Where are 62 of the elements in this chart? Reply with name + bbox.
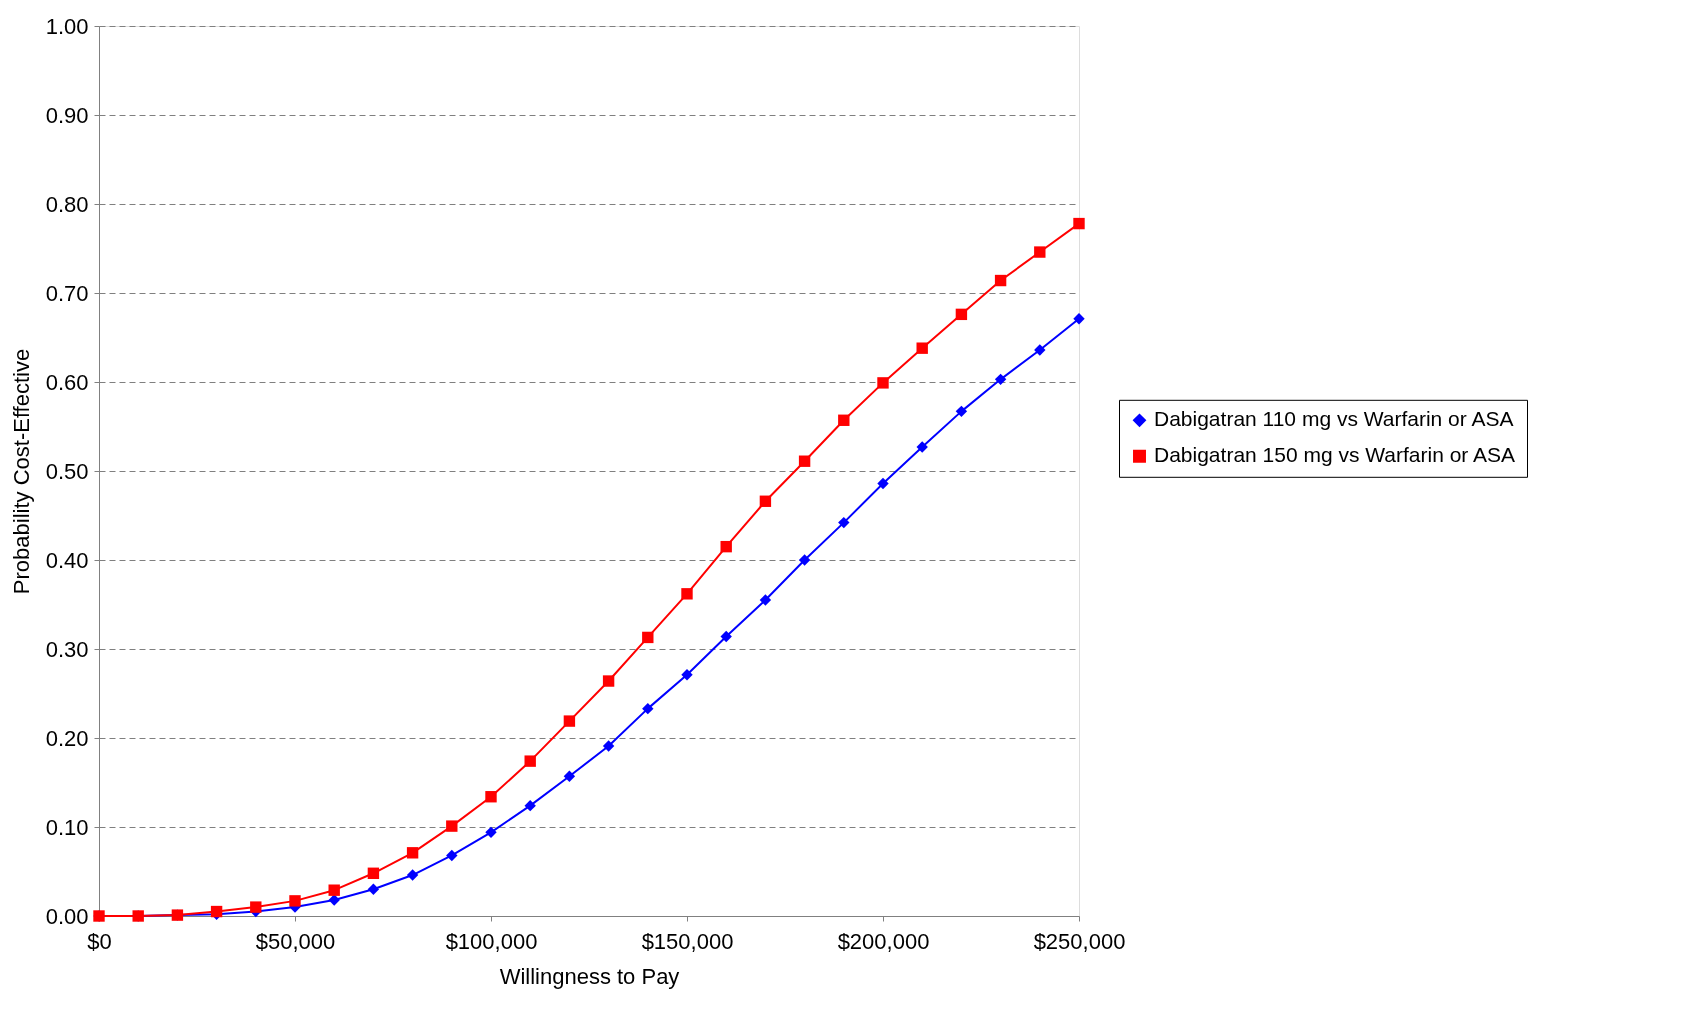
point xyxy=(798,455,811,467)
point xyxy=(1034,344,1046,356)
point xyxy=(524,755,536,767)
y-tick-label: 0.30 xyxy=(45,636,89,662)
y-axis-title: Probability Cost-Effective xyxy=(8,348,34,595)
point xyxy=(720,630,732,643)
point xyxy=(446,849,458,862)
point xyxy=(916,342,928,354)
y-tick-label: 0.20 xyxy=(45,725,89,751)
point xyxy=(681,669,693,681)
point xyxy=(916,441,928,453)
point xyxy=(406,869,419,881)
point xyxy=(524,799,536,812)
point xyxy=(642,631,654,644)
point xyxy=(955,405,968,418)
y-tick-label: 0.90 xyxy=(45,102,89,128)
point xyxy=(877,377,889,389)
point xyxy=(994,373,1007,386)
point xyxy=(720,540,732,553)
legend-label: Dabigatran 110 mg vs Warfarin or ASA xyxy=(1154,407,1514,431)
point xyxy=(955,308,968,321)
point xyxy=(602,740,615,752)
point xyxy=(485,791,497,803)
point xyxy=(602,675,615,687)
y-tick-label: 0.80 xyxy=(45,191,89,217)
y-tick-label: 1.00 xyxy=(45,13,89,39)
point xyxy=(289,895,301,907)
x-tick-label: $100,000 xyxy=(445,928,538,954)
point xyxy=(328,884,340,896)
point xyxy=(798,554,811,566)
point xyxy=(838,516,850,529)
x-tick-label: $0 xyxy=(87,928,112,954)
point xyxy=(759,594,772,606)
point xyxy=(563,715,576,727)
point xyxy=(642,702,654,715)
point xyxy=(1073,313,1085,325)
point xyxy=(994,274,1007,287)
point xyxy=(406,847,419,859)
point xyxy=(1073,217,1085,230)
point xyxy=(250,901,262,913)
y-tick-label: 0.40 xyxy=(45,547,89,573)
point xyxy=(838,414,850,426)
point xyxy=(877,477,889,490)
x-tick-label: $150,000 xyxy=(641,928,734,954)
point xyxy=(367,867,380,879)
point xyxy=(446,820,458,832)
point xyxy=(681,588,693,600)
y-tick-label: 0.10 xyxy=(45,814,89,840)
y-tick-label: 0.70 xyxy=(45,280,89,306)
point xyxy=(563,770,576,782)
y-tick-label: 0.60 xyxy=(45,369,89,395)
y-tick-label: 0.50 xyxy=(45,458,89,484)
point xyxy=(485,826,497,839)
x-tick-label: $50,000 xyxy=(255,928,336,954)
legend-label: Dabigatran 150 mg vs Warfarin or ASA xyxy=(1154,443,1516,467)
point xyxy=(1034,246,1046,258)
point xyxy=(367,883,380,895)
x-tick-label: $250,000 xyxy=(1033,928,1126,954)
y-tick-label: 0.00 xyxy=(45,903,89,929)
point xyxy=(759,495,772,507)
x-axis-title: Willingness to Pay xyxy=(499,963,680,989)
x-tick-label: $200,000 xyxy=(837,928,930,954)
